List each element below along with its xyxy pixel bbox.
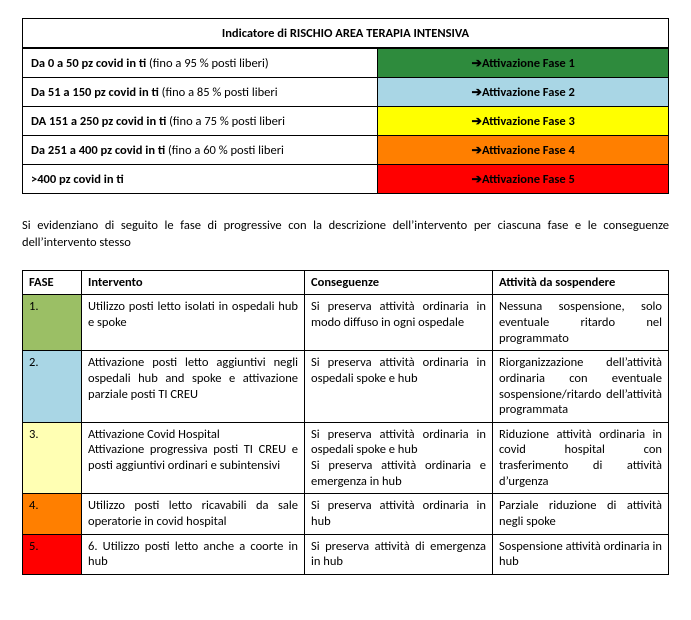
phase-conseguenze: Si preserva attività ordinaria in ospeda…: [305, 422, 493, 494]
phase-row: 2.Attivazione posti letto aggiuntivi neg…: [23, 351, 669, 423]
arrow-icon: ➔: [471, 114, 481, 129]
risk-range: Da 51 a 150 pz covid in ti (fino a 85 % …: [23, 78, 378, 107]
risk-row: Da 51 a 150 pz covid in ti (fino a 85 % …: [23, 78, 669, 107]
risk-action-label: Attivazione Fase 5: [482, 172, 575, 187]
risk-action-label: Attivazione Fase 1: [482, 56, 575, 71]
phase-intervento: Utilizzo posti letto isolati in ospedali…: [82, 295, 305, 351]
risk-action-label: Attivazione Fase 2: [482, 85, 575, 100]
phase-row: 1.Utilizzo posti letto isolati in ospeda…: [23, 295, 669, 351]
phase-header-attivita: Attività da sospendere: [493, 270, 669, 295]
risk-range: Da 0 a 50 pz covid in ti (fino a 95 % po…: [23, 49, 378, 78]
phase-number: 2.: [23, 351, 82, 423]
risk-range: DA 151 a 250 pz covid in ti (fino a 75 %…: [23, 107, 378, 136]
arrow-icon: ➔: [471, 172, 481, 187]
phase-header-fase: FASE: [23, 270, 82, 295]
phase-number: 3.: [23, 422, 82, 494]
phase-row: 4.Utilizzo posti letto ricavabili da sal…: [23, 494, 669, 534]
risk-action: ➔Attivazione Fase 5: [378, 165, 669, 194]
phase-intervento: Utilizzo posti letto ricavabili da sale …: [82, 494, 305, 534]
phase-number: 1.: [23, 295, 82, 351]
phase-attivita: Sospensione attività ordinaria in hub: [493, 534, 669, 574]
risk-row: >400 pz covid in ti ➔Attivazione Fase 5: [23, 165, 669, 194]
phase-conseguenze: Si preserva attività ordinaria in hub: [305, 494, 493, 534]
phase-intervento: Attivazione Covid HospitalAttivazione pr…: [82, 422, 305, 494]
risk-action: ➔Attivazione Fase 1: [378, 49, 669, 78]
phase-row: 5.6. Utilizzo posti letto anche a coorte…: [23, 534, 669, 574]
intro-paragraph: Si evidenziano di seguito le fase di pro…: [22, 218, 669, 252]
phase-conseguenze: Si preserva attività ordinaria in modo d…: [305, 295, 493, 351]
phase-table: FASE Intervento Conseguenze Attività da …: [22, 270, 669, 575]
arrow-icon: ➔: [471, 143, 481, 158]
risk-action: ➔Attivazione Fase 3: [378, 107, 669, 136]
risk-range: >400 pz covid in ti: [23, 165, 378, 194]
phase-attivita: Riduzione attività ordinaria in covid ho…: [493, 422, 669, 494]
phase-number: 4.: [23, 494, 82, 534]
risk-action: ➔Attivazione Fase 2: [378, 78, 669, 107]
risk-table-header: Indicatore di RISCHIO AREA TERAPIA INTEN…: [23, 19, 669, 48]
phase-intervento: Attivazione posti letto aggiuntivi negli…: [82, 351, 305, 423]
arrow-icon: ➔: [471, 56, 481, 71]
risk-action-label: Attivazione Fase 3: [482, 114, 575, 129]
risk-action: ➔Attivazione Fase 4: [378, 136, 669, 165]
phase-attivita: Parziale riduzione di attività negli spo…: [493, 494, 669, 534]
arrow-icon: ➔: [471, 85, 481, 100]
phase-attivita: Nessuna sospensione, solo eventuale rita…: [493, 295, 669, 351]
risk-rows: Da 0 a 50 pz covid in ti (fino a 95 % po…: [22, 48, 669, 194]
risk-row: Da 251 a 400 pz covid in ti (fino a 60 %…: [23, 136, 669, 165]
phase-number: 5.: [23, 534, 82, 574]
phase-conseguenze: Si preserva attività di emergenza in hub: [305, 534, 493, 574]
phase-intervento: 6. Utilizzo posti letto anche a coorte i…: [82, 534, 305, 574]
phase-header-intervento: Intervento: [82, 270, 305, 295]
risk-row: Da 0 a 50 pz covid in ti (fino a 95 % po…: [23, 49, 669, 78]
risk-row: DA 151 a 250 pz covid in ti (fino a 75 %…: [23, 107, 669, 136]
risk-indicator-table: Indicatore di RISCHIO AREA TERAPIA INTEN…: [22, 18, 669, 48]
phase-row: 3.Attivazione Covid HospitalAttivazione …: [23, 422, 669, 494]
risk-range: Da 251 a 400 pz covid in ti (fino a 60 %…: [23, 136, 378, 165]
risk-action-label: Attivazione Fase 4: [482, 143, 575, 158]
phase-header-conseguenze: Conseguenze: [305, 270, 493, 295]
phase-attivita: Riorganizzazione dell’attività ordinaria…: [493, 351, 669, 423]
phase-conseguenze: Si preserva attività ordinaria in ospeda…: [305, 351, 493, 423]
